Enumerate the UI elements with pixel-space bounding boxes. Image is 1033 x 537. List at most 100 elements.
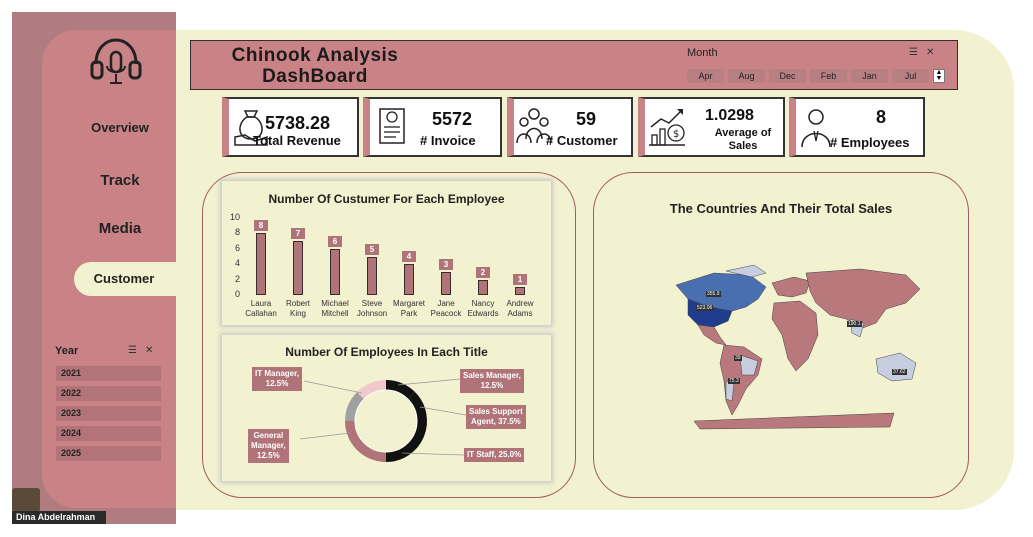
x-category-label-line: Michael	[321, 299, 349, 308]
month-item-jul[interactable]: Jul	[892, 69, 929, 83]
pie-label-general-manager: General Manager, 12.5%	[248, 429, 289, 463]
year-item-2022[interactable]: 2022	[56, 386, 161, 401]
month-item-feb[interactable]: Feb	[810, 69, 847, 83]
pie-label-line: Sales Manager,	[463, 371, 521, 380]
pie-label-it-staff: IT Staff, 25.0%	[464, 448, 525, 462]
map-title: The Countries And Their Total Sales	[669, 201, 893, 216]
title-line-2: DashBoard	[262, 66, 368, 87]
x-category-label-line: Edwards	[467, 309, 499, 318]
kpi-invoice-label: # Invoice	[420, 133, 476, 148]
kpi-employees-label: # Employees	[830, 135, 910, 150]
map-value-label: 355.9	[706, 291, 721, 297]
pie-label-line: 12.5%	[265, 379, 289, 388]
year-item-2025[interactable]: 2025	[56, 446, 161, 461]
x-category-label-line: Callahan	[245, 309, 277, 318]
pie-label-sales-support: Sales Support Agent, 37.5%	[466, 405, 526, 429]
map-panel: The Countries And Their Total Sales 355.…	[593, 172, 969, 498]
money-bag-icon	[234, 110, 268, 146]
bar-data-label: 5	[365, 243, 379, 255]
map-value-label: 39	[734, 355, 742, 361]
x-category-label: Michael Mitchell	[314, 299, 356, 319]
pie-label-line: IT Manager,	[255, 369, 300, 378]
header-bar: Chinook Analysis DashBoard Month ☰✕ Apr …	[190, 40, 958, 90]
month-item-apr[interactable]: Apr	[687, 69, 724, 83]
people-icon	[516, 108, 552, 144]
donut-slice[interactable]	[345, 420, 387, 462]
y-tick-label: 4	[234, 258, 240, 269]
month-item-dec[interactable]: Dec	[769, 69, 806, 83]
kpi-employees: 8 # Employees	[789, 97, 925, 157]
y-tick-label: 0	[234, 289, 240, 299]
map-value-label: 75.3	[728, 378, 740, 384]
bar-chart: Number Of Custumer For Each Employee 10 8…	[222, 181, 551, 325]
x-category-label-line: Robert	[285, 299, 310, 308]
growth-chart-icon: $	[649, 109, 685, 146]
bar[interactable]	[515, 287, 525, 295]
x-category-label-line: Laura	[250, 299, 272, 308]
bar[interactable]	[441, 271, 451, 295]
bar[interactable]	[256, 233, 266, 295]
pie-label-line: Manager,	[251, 441, 286, 450]
leader-line	[397, 378, 461, 386]
world-map[interactable]	[654, 263, 934, 433]
headset-icon	[90, 38, 142, 84]
month-item-jan[interactable]: Jan	[851, 69, 888, 83]
nav-customer[interactable]: Customer	[93, 271, 155, 286]
kpi-customer-label: # Customer	[546, 133, 618, 148]
month-item-aug[interactable]: Aug	[728, 69, 765, 83]
year-item-2024[interactable]: 2024	[56, 426, 161, 441]
bar-data-label: 3	[439, 258, 453, 270]
kpi-customer: 59 # Customer	[507, 97, 633, 157]
x-category-label-line: Peacock	[430, 309, 462, 318]
donut-slice[interactable]	[357, 380, 387, 400]
kpi-customer-value: 59	[576, 109, 597, 129]
kpi-invoice: 5572 # Invoice	[363, 97, 502, 157]
leader-line	[299, 432, 351, 440]
year-item-2023[interactable]: 2023	[56, 406, 161, 421]
user-name: Dina Abdelrahman	[12, 511, 106, 524]
nav-overview[interactable]: Overview	[91, 120, 149, 135]
clear-filter-icon[interactable]: ✕	[144, 345, 162, 356]
bar[interactable]	[367, 256, 377, 295]
donut-slice[interactable]	[345, 392, 365, 422]
nav-customer-active-bg	[74, 262, 176, 296]
month-slicer-icons: ☰✕	[909, 47, 942, 58]
x-category-label-line: Adams	[507, 309, 533, 318]
bar-data-label: 1	[513, 274, 527, 286]
year-slicer-title: Year	[55, 345, 79, 357]
x-category-label-line: Jane	[437, 299, 455, 308]
x-category-label-line: Mitchell	[321, 309, 349, 318]
receipt-icon	[379, 108, 405, 144]
kpi-average-sales: $ 1.0298 Average of Sales	[638, 97, 785, 157]
bar[interactable]	[293, 241, 303, 295]
employee-icon	[801, 109, 831, 148]
x-category-label-line: King	[289, 309, 306, 318]
x-category-label: Steve Johnson	[351, 299, 393, 319]
nav-media[interactable]: Media	[98, 220, 142, 237]
avatar	[12, 488, 40, 512]
year-item-2021[interactable]: 2021	[56, 366, 161, 381]
nav-track[interactable]: Track	[100, 172, 140, 189]
kpi-revenue-label: Total Revenue	[253, 133, 341, 148]
month-scroll-button[interactable]: ▲ ▼	[933, 69, 945, 83]
y-tick-label: 2	[234, 273, 240, 284]
multi-select-icon[interactable]: ☰	[909, 47, 926, 58]
bar[interactable]	[478, 279, 488, 295]
x-category-label-line: Park	[400, 309, 418, 318]
page-title: Chinook Analysis DashBoard	[215, 45, 415, 87]
donut-slice[interactable]	[385, 380, 415, 400]
x-category-label: Laura Callahan	[240, 299, 282, 319]
clear-filter-icon[interactable]: ✕	[925, 47, 943, 58]
bar[interactable]	[404, 264, 414, 295]
leader-line	[401, 452, 465, 456]
donut-slice[interactable]	[385, 392, 427, 462]
pie-label-line: General	[253, 431, 284, 440]
year-slicer-icons: ☰✕	[128, 345, 161, 356]
bar[interactable]	[330, 248, 340, 295]
kpi-invoice-value: 5572	[432, 109, 473, 129]
multi-select-icon[interactable]: ☰	[128, 345, 145, 356]
x-category-label-line: Andrew	[506, 299, 534, 308]
donut-inner-ring	[354, 389, 418, 453]
bar-data-label: 2	[476, 266, 490, 278]
kpi-sales-label-line-1: Average of	[714, 127, 772, 139]
